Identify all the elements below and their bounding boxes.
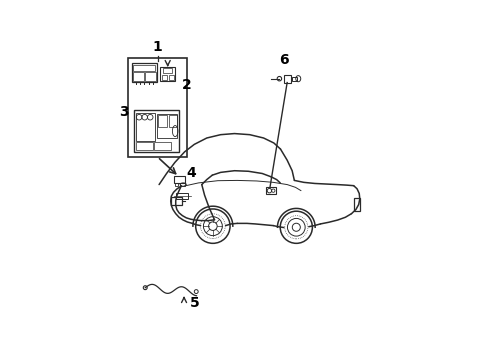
Text: 6: 6 <box>279 53 289 67</box>
Bar <box>145 72 156 81</box>
Bar <box>133 72 144 81</box>
Bar <box>180 183 185 186</box>
Bar <box>133 66 155 71</box>
Bar <box>136 142 153 150</box>
Bar <box>284 75 292 82</box>
Text: 1: 1 <box>153 40 163 54</box>
Bar <box>354 198 360 211</box>
Bar <box>128 58 187 157</box>
Bar <box>171 197 182 204</box>
Bar <box>158 115 168 127</box>
Bar <box>292 77 297 81</box>
Bar <box>174 183 178 186</box>
Bar <box>157 114 177 138</box>
Text: 3: 3 <box>119 105 128 120</box>
Bar <box>136 113 155 141</box>
Bar <box>266 187 276 194</box>
Bar <box>176 193 188 199</box>
Bar <box>174 176 185 183</box>
Text: 2: 2 <box>182 78 192 92</box>
Bar <box>154 142 171 150</box>
Text: 4: 4 <box>187 166 196 180</box>
Bar <box>160 67 175 81</box>
Bar <box>134 110 179 152</box>
Bar <box>132 63 157 82</box>
Bar <box>163 68 172 73</box>
Bar <box>169 115 177 127</box>
Text: 5: 5 <box>190 296 199 310</box>
Bar <box>162 75 167 80</box>
Bar <box>169 75 174 80</box>
